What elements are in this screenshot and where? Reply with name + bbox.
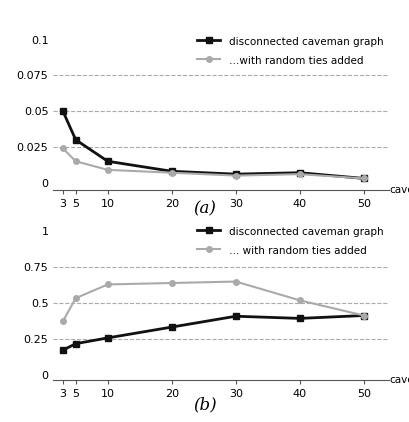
Legend: disconnected caveman graph, …with random ties added: disconnected caveman graph, …with random… <box>193 32 387 70</box>
Legend: disconnected caveman graph, … with random ties added: disconnected caveman graph, … with rando… <box>193 222 387 260</box>
Text: cavesize: cavesize <box>389 185 409 195</box>
Text: (a): (a) <box>193 200 216 217</box>
Text: cavesize: cavesize <box>389 375 409 385</box>
Text: (b): (b) <box>193 397 216 414</box>
